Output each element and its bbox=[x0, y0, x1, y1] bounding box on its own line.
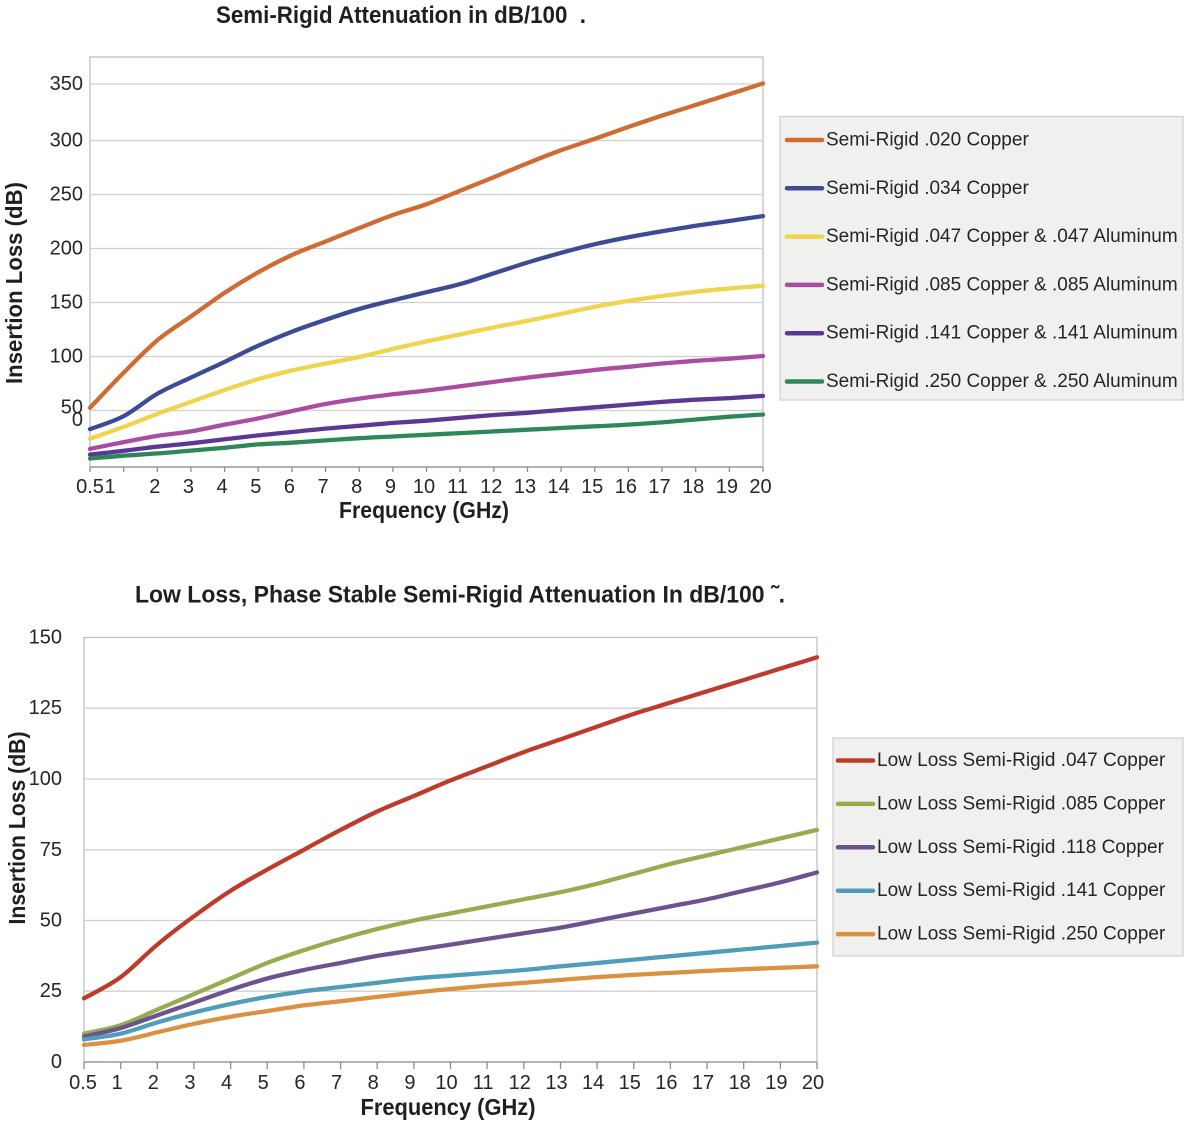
svg-text:16: 16 bbox=[615, 476, 637, 498]
svg-text:Low Loss Semi-Rigid .141 Coppe: Low Loss Semi-Rigid .141 Copper bbox=[877, 880, 1166, 901]
svg-text:13: 13 bbox=[545, 1072, 567, 1094]
svg-text:4: 4 bbox=[221, 1072, 232, 1094]
svg-text:Semi-Rigid Attenuation in dB/1: Semi-Rigid Attenuation in dB/100 . bbox=[216, 2, 586, 29]
svg-text:200: 200 bbox=[50, 238, 83, 260]
svg-text:Insertion Loss (dB): Insertion Loss (dB) bbox=[4, 732, 30, 925]
svg-text:14: 14 bbox=[547, 476, 569, 498]
svg-text:Low Loss Semi-Rigid .085 Coppe: Low Loss Semi-Rigid .085 Copper bbox=[877, 793, 1166, 814]
svg-text:Low Loss Semi-Rigid .118 Coppe: Low Loss Semi-Rigid .118 Copper bbox=[877, 837, 1165, 858]
svg-text:Insertion Loss (dB): Insertion Loss (dB) bbox=[1, 182, 27, 384]
svg-text:100: 100 bbox=[29, 768, 62, 790]
svg-text:4: 4 bbox=[217, 476, 228, 498]
svg-text:2: 2 bbox=[148, 1072, 159, 1094]
svg-text:Semi-Rigid .085 Copper & .085: Semi-Rigid .085 Copper & .085 Aluminum bbox=[826, 274, 1178, 295]
svg-text:11: 11 bbox=[473, 1072, 494, 1094]
svg-text:11: 11 bbox=[447, 476, 468, 498]
svg-text:6: 6 bbox=[284, 476, 295, 498]
svg-text:1: 1 bbox=[105, 476, 116, 498]
svg-text:17: 17 bbox=[692, 1072, 714, 1094]
svg-text:Frequency (GHz): Frequency (GHz) bbox=[339, 497, 509, 523]
svg-text:5: 5 bbox=[258, 1072, 269, 1094]
svg-text:19: 19 bbox=[716, 476, 738, 498]
svg-text:14: 14 bbox=[582, 1072, 604, 1094]
svg-text:Low Loss, Phase Stable Semi-Ri: Low Loss, Phase Stable Semi-Rigid Attenu… bbox=[135, 582, 785, 609]
svg-text:7: 7 bbox=[318, 476, 329, 498]
svg-text:17: 17 bbox=[648, 476, 670, 498]
svg-text:9: 9 bbox=[385, 476, 396, 498]
svg-text:15: 15 bbox=[581, 476, 603, 498]
svg-text:Semi-Rigid .047 Copper & .047: Semi-Rigid .047 Copper & .047 Aluminum bbox=[826, 226, 1178, 247]
svg-text:150: 150 bbox=[29, 627, 62, 649]
svg-text:6: 6 bbox=[294, 1072, 305, 1094]
svg-text:25: 25 bbox=[40, 980, 62, 1002]
svg-text:Frequency (GHz): Frequency (GHz) bbox=[361, 1094, 536, 1120]
svg-text:0.5: 0.5 bbox=[76, 476, 104, 498]
svg-text:5: 5 bbox=[250, 476, 261, 498]
svg-text:8: 8 bbox=[351, 476, 362, 498]
svg-text:16: 16 bbox=[655, 1072, 677, 1094]
svg-text:Semi-Rigid .020 Copper: Semi-Rigid .020 Copper bbox=[826, 130, 1029, 151]
svg-text:Low Loss Semi-Rigid .250 Coppe: Low Loss Semi-Rigid .250 Copper bbox=[877, 924, 1166, 945]
svg-text:250: 250 bbox=[50, 184, 83, 206]
svg-text:Semi-Rigid .141 Copper & .141: Semi-Rigid .141 Copper & .141 Aluminum bbox=[826, 323, 1178, 344]
svg-text:50: 50 bbox=[61, 397, 83, 419]
svg-text:2: 2 bbox=[149, 476, 160, 498]
svg-text:50: 50 bbox=[40, 910, 62, 932]
svg-text:3: 3 bbox=[184, 1072, 195, 1094]
svg-text:10: 10 bbox=[435, 1072, 457, 1094]
svg-text:18: 18 bbox=[682, 476, 704, 498]
svg-text:19: 19 bbox=[765, 1072, 787, 1094]
svg-text:20: 20 bbox=[749, 476, 771, 498]
svg-text:75: 75 bbox=[40, 839, 62, 861]
svg-text:1: 1 bbox=[111, 1072, 122, 1094]
svg-text:9: 9 bbox=[404, 1072, 415, 1094]
svg-text:0: 0 bbox=[51, 1051, 62, 1073]
svg-text:Semi-Rigid .034 Copper: Semi-Rigid .034 Copper bbox=[826, 178, 1029, 199]
svg-text:0.5: 0.5 bbox=[69, 1072, 97, 1094]
svg-text:3: 3 bbox=[183, 476, 194, 498]
svg-text:350: 350 bbox=[50, 73, 83, 95]
svg-text:15: 15 bbox=[619, 1072, 641, 1094]
svg-text:125: 125 bbox=[29, 697, 62, 719]
svg-text:7: 7 bbox=[331, 1072, 342, 1094]
svg-text:20: 20 bbox=[802, 1072, 824, 1094]
svg-text:10: 10 bbox=[413, 476, 435, 498]
svg-text:300: 300 bbox=[50, 130, 83, 152]
svg-text:13: 13 bbox=[514, 476, 536, 498]
svg-text:12: 12 bbox=[480, 476, 502, 498]
svg-text:18: 18 bbox=[729, 1072, 751, 1094]
svg-text:Low Loss Semi-Rigid .047 Coppe: Low Loss Semi-Rigid .047 Copper bbox=[877, 750, 1166, 771]
svg-text:Semi-Rigid .250 Copper & .250: Semi-Rigid .250 Copper & .250 Aluminum bbox=[826, 371, 1178, 392]
svg-text:100: 100 bbox=[50, 346, 83, 368]
svg-text:8: 8 bbox=[368, 1072, 379, 1094]
svg-text:12: 12 bbox=[509, 1072, 531, 1094]
svg-text:150: 150 bbox=[50, 292, 83, 314]
svg-text:0: 0 bbox=[72, 409, 83, 431]
